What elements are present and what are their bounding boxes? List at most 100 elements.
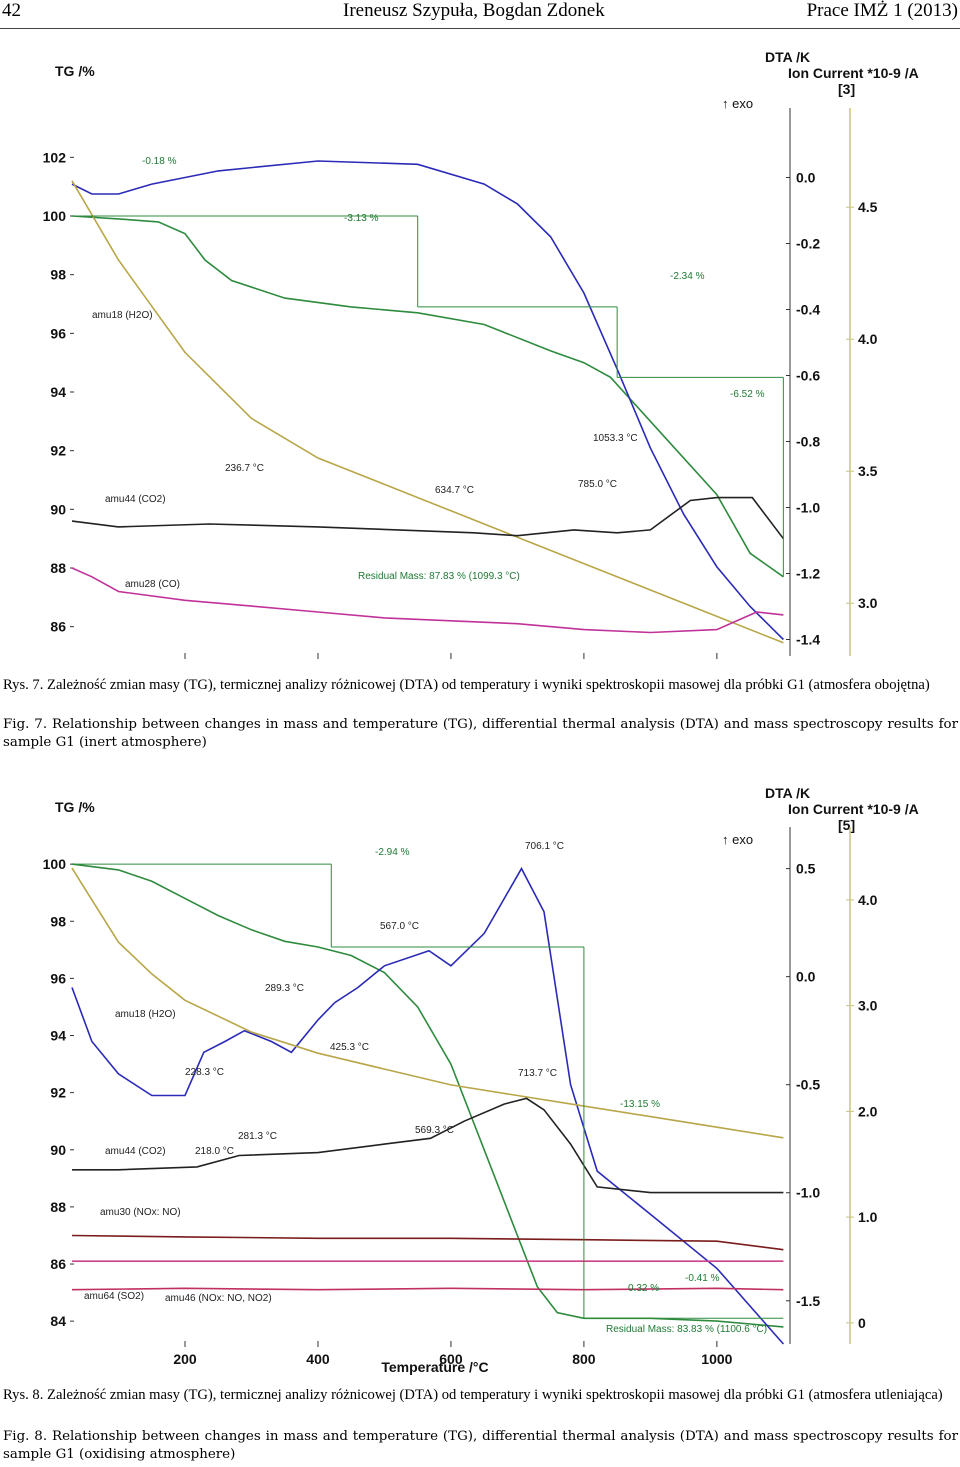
series-line-2 — [71, 180, 784, 644]
tg-tick-label: 90 — [50, 501, 66, 517]
series-label: amu44 (CO2) — [105, 494, 166, 505]
dta-axis-title: DTA /K — [765, 785, 810, 801]
series-label: amu28 (CO) — [125, 579, 180, 590]
tg-tick-label: 92 — [50, 443, 66, 459]
series-line-0 — [71, 863, 784, 1328]
page-header: 42 Ireneusz Szypuła, Bogdan Zdonek Prace… — [0, 0, 960, 26]
ion-tick-label: 4.5 — [858, 199, 878, 215]
ion-axis-title: Ion Current *10-9 /A — [788, 801, 919, 817]
annotation-tg-step4: -6.52 % — [730, 389, 765, 400]
annotation-tg-step2: -13.15 % — [620, 1099, 660, 1110]
exo-label: ↑ exo — [722, 832, 753, 847]
dta-tick-label: -0.8 — [796, 434, 820, 450]
dta-tick-label: -0.2 — [796, 236, 820, 252]
tg-tick-label: 96 — [50, 970, 66, 986]
dta-tick-label: -0.5 — [796, 1077, 820, 1093]
caption-label: Rys. 7. — [3, 677, 44, 693]
caption-text: Relationship between changes in mass and… — [3, 1429, 959, 1462]
dta-tick-label: -1.4 — [796, 632, 820, 648]
dta-tick-label: -0.6 — [796, 368, 820, 384]
x-tick-label: 200 — [173, 1351, 197, 1367]
annotation-tg-step3: 0.32 % — [628, 1283, 659, 1294]
annotation-tg-step4: -0.41 % — [685, 1273, 720, 1284]
x-tick-label: 400 — [306, 1351, 330, 1367]
x-tick-label: 1000 — [701, 663, 732, 666]
x-tick-label: 400 — [306, 663, 330, 666]
x-tick-label: 200 — [173, 663, 197, 666]
caption-rys-7: Rys. 7. Zależność zmian masy (TG), termi… — [3, 676, 958, 695]
caption-rys-8: Rys. 8. Zależność zmian masy (TG), termi… — [3, 1386, 958, 1405]
ion-axis-title: Ion Current *10-9 /A — [788, 65, 919, 81]
figure-8: TG /% DTA /K Ion Current *10-9 /A [5] ↑ exo 1… — [0, 782, 960, 1382]
series-label: amu46 (NOx: NO, NO2) — [165, 1293, 272, 1304]
tg-tick-label: 94 — [50, 1028, 66, 1044]
caption-label: Fig. 7. — [3, 717, 48, 732]
annotation-co2-peak2: 634.7 °C — [435, 485, 474, 496]
series-line-2 — [71, 867, 784, 1139]
dta-tick-label: 0.5 — [796, 861, 816, 877]
figure-7: TG /% DTA /K Ion Current *10-9 /A [3] ↑ exo 1… — [0, 36, 960, 666]
ion-axis-index: [5] — [838, 817, 855, 833]
ion-tick-label: 4.0 — [858, 892, 878, 908]
annotation-co2-peak3: 569.3 °C — [415, 1125, 454, 1136]
x-tick-label: 600 — [439, 663, 463, 666]
tg-tick-label: 90 — [50, 1142, 66, 1158]
tg-tick-label: 98 — [50, 913, 66, 929]
series-line-4 — [71, 567, 784, 634]
caption-text: Relationship between changes in mass and… — [3, 717, 959, 750]
series-line-1 — [71, 160, 784, 641]
ion-tick-label: 4.0 — [858, 331, 878, 347]
tg-tick-label: 102 — [43, 149, 67, 165]
ion-tick-label: 3.5 — [858, 463, 878, 479]
dta-tick-label: -1.2 — [796, 566, 820, 582]
tg-tick-label: 94 — [50, 384, 66, 400]
tg-axis-title: TG /% — [55, 63, 95, 79]
ion-axis-index: [3] — [838, 81, 855, 97]
series-line-4 — [71, 1234, 784, 1251]
annotation-tg-step1: -2.94 % — [375, 847, 410, 858]
dta-tick-label: -1.5 — [796, 1293, 820, 1309]
annotation-dta-peak3: 425.3 °C — [330, 1042, 369, 1053]
caption-fig-8: Fig. 8. Relationship between changes in … — [3, 1428, 958, 1464]
annotation-tg-step1: -0.18 % — [142, 156, 177, 167]
x-tick-label: 800 — [572, 663, 596, 666]
caption-text: Zależność zmian masy (TG), termicznej an… — [47, 677, 930, 693]
ion-tick-label: 1.0 — [858, 1209, 878, 1225]
annotation-dta-peak2: 289.3 °C — [265, 983, 304, 994]
tg-axis-title: TG /% — [55, 799, 95, 815]
annotation-dta-peak4: 567.0 °C — [380, 921, 419, 932]
x-tick-label: 800 — [572, 1351, 596, 1367]
x-axis-title: Temperature /°C — [381, 1359, 488, 1375]
series-label: amu18 (H2O) — [92, 310, 153, 321]
annotation-co2-peak1: 236.7 °C — [225, 463, 264, 474]
dta-tick-label: -0.4 — [796, 302, 820, 318]
tg-tick-label: 92 — [50, 1085, 66, 1101]
ion-tick-label: 0 — [858, 1315, 866, 1331]
ion-tick-label: 3.0 — [858, 595, 878, 611]
caption-fig-7: Fig. 7. Relationship between changes in … — [3, 716, 958, 752]
series-label: amu64 (SO2) — [84, 1291, 144, 1302]
annotation-residual: Residual Mass: 83.83 % (1100.6 °C) — [606, 1324, 767, 1335]
series-line-0 — [71, 215, 784, 578]
dta-axis-title: DTA /K — [765, 49, 810, 65]
series-line-3 — [71, 496, 785, 540]
tg-tick-label: 88 — [50, 560, 66, 576]
annotation-co2-peak1: 218.0 °C — [195, 1146, 234, 1157]
tg-tick-label: 88 — [50, 1199, 66, 1215]
dta-tick-label: 0.0 — [796, 969, 816, 985]
ion-tick-label: 3.0 — [858, 998, 878, 1014]
caption-text: Zależność zmian masy (TG), termicznej an… — [47, 1387, 943, 1403]
tg-tick-label: 96 — [50, 325, 66, 341]
x-tick-label: 600 — [439, 1351, 463, 1367]
series-line-5 — [71, 1287, 784, 1291]
series-label: amu18 (H2O) — [115, 1009, 176, 1020]
dta-tick-label: -1.0 — [796, 1185, 820, 1201]
dta-tick-label: 0.0 — [796, 170, 816, 186]
authors: Ireneusz Szypuła, Bogdan Zdonek — [343, 0, 605, 21]
annotation-dta-peak5: 706.1 °C — [525, 841, 564, 852]
tg-tick-label: 100 — [43, 856, 67, 872]
x-tick-label: 1000 — [701, 1351, 732, 1367]
series-line-1 — [71, 866, 785, 1345]
